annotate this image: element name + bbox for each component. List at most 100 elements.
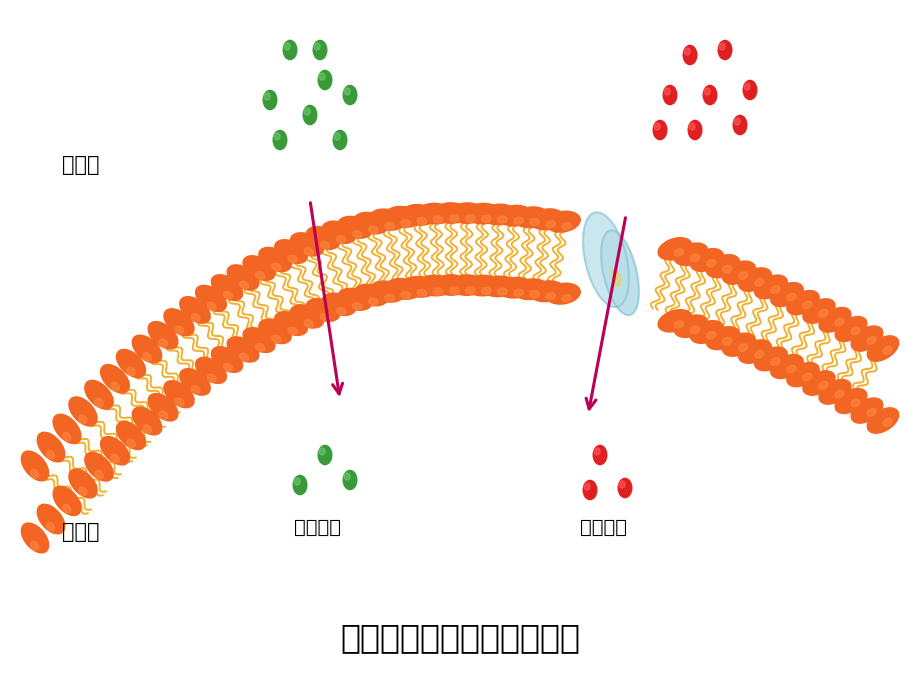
Ellipse shape (449, 215, 459, 222)
Ellipse shape (148, 393, 177, 421)
Ellipse shape (306, 299, 339, 322)
Ellipse shape (179, 297, 210, 323)
Ellipse shape (79, 487, 87, 495)
Ellipse shape (738, 272, 747, 279)
Ellipse shape (545, 211, 580, 232)
Ellipse shape (21, 523, 49, 553)
Ellipse shape (743, 81, 756, 99)
Ellipse shape (274, 133, 280, 140)
Ellipse shape (721, 261, 754, 284)
Ellipse shape (175, 326, 184, 334)
Ellipse shape (866, 337, 875, 344)
Ellipse shape (802, 301, 811, 309)
Ellipse shape (263, 90, 277, 110)
Ellipse shape (594, 448, 599, 455)
Ellipse shape (318, 70, 332, 90)
Ellipse shape (834, 388, 866, 413)
Ellipse shape (818, 309, 827, 317)
Ellipse shape (850, 327, 859, 335)
Ellipse shape (657, 238, 691, 260)
Ellipse shape (834, 390, 843, 398)
Ellipse shape (322, 293, 356, 315)
Ellipse shape (702, 86, 716, 105)
Ellipse shape (611, 269, 619, 286)
Ellipse shape (164, 381, 194, 408)
Ellipse shape (529, 281, 563, 302)
Ellipse shape (401, 219, 410, 227)
Ellipse shape (369, 209, 403, 230)
Ellipse shape (385, 279, 420, 299)
Ellipse shape (258, 248, 290, 272)
Ellipse shape (802, 299, 834, 323)
Ellipse shape (850, 398, 882, 423)
Ellipse shape (293, 475, 306, 495)
Ellipse shape (482, 276, 516, 297)
Ellipse shape (352, 302, 361, 310)
Ellipse shape (142, 424, 152, 433)
Ellipse shape (738, 268, 771, 291)
Ellipse shape (95, 398, 103, 407)
Ellipse shape (529, 209, 563, 230)
Ellipse shape (100, 437, 130, 465)
Ellipse shape (664, 88, 669, 95)
Ellipse shape (275, 239, 307, 264)
Ellipse shape (211, 275, 243, 300)
Ellipse shape (319, 448, 324, 455)
Ellipse shape (384, 295, 394, 302)
Ellipse shape (689, 321, 723, 344)
Ellipse shape (802, 373, 811, 381)
Ellipse shape (159, 411, 167, 419)
Ellipse shape (529, 219, 539, 226)
Ellipse shape (117, 350, 145, 377)
Ellipse shape (834, 318, 843, 326)
Ellipse shape (770, 357, 779, 366)
Ellipse shape (545, 293, 555, 299)
Ellipse shape (719, 43, 724, 50)
Ellipse shape (684, 48, 689, 55)
Ellipse shape (850, 326, 882, 351)
Ellipse shape (882, 346, 891, 354)
Ellipse shape (47, 451, 55, 459)
Ellipse shape (164, 309, 194, 335)
Ellipse shape (416, 289, 426, 297)
Ellipse shape (117, 422, 145, 449)
Ellipse shape (127, 367, 135, 375)
Ellipse shape (600, 230, 638, 315)
Ellipse shape (100, 364, 130, 393)
Ellipse shape (334, 133, 340, 140)
Ellipse shape (657, 310, 691, 332)
Ellipse shape (79, 415, 87, 424)
Ellipse shape (312, 41, 326, 59)
Ellipse shape (786, 362, 818, 386)
Ellipse shape (465, 287, 474, 294)
Ellipse shape (618, 481, 625, 488)
Ellipse shape (69, 397, 96, 426)
Ellipse shape (433, 288, 442, 295)
Ellipse shape (802, 371, 834, 395)
Ellipse shape (369, 226, 378, 233)
Ellipse shape (333, 130, 346, 150)
Ellipse shape (583, 213, 629, 307)
Ellipse shape (513, 217, 523, 224)
Ellipse shape (223, 291, 233, 299)
Ellipse shape (545, 220, 555, 228)
Ellipse shape (721, 333, 754, 356)
Ellipse shape (687, 120, 701, 139)
Ellipse shape (196, 286, 226, 311)
Ellipse shape (313, 43, 320, 50)
Ellipse shape (30, 469, 39, 478)
Ellipse shape (818, 380, 850, 404)
Ellipse shape (433, 275, 468, 295)
Ellipse shape (336, 235, 346, 243)
Ellipse shape (433, 203, 468, 224)
Ellipse shape (196, 357, 226, 384)
Ellipse shape (867, 336, 898, 362)
Ellipse shape (159, 339, 167, 347)
Ellipse shape (786, 293, 795, 301)
Ellipse shape (770, 355, 802, 379)
Ellipse shape (343, 471, 357, 490)
Ellipse shape (584, 483, 589, 490)
Text: 细胞外: 细胞外 (62, 155, 99, 175)
Ellipse shape (786, 365, 795, 373)
Ellipse shape (47, 522, 55, 531)
